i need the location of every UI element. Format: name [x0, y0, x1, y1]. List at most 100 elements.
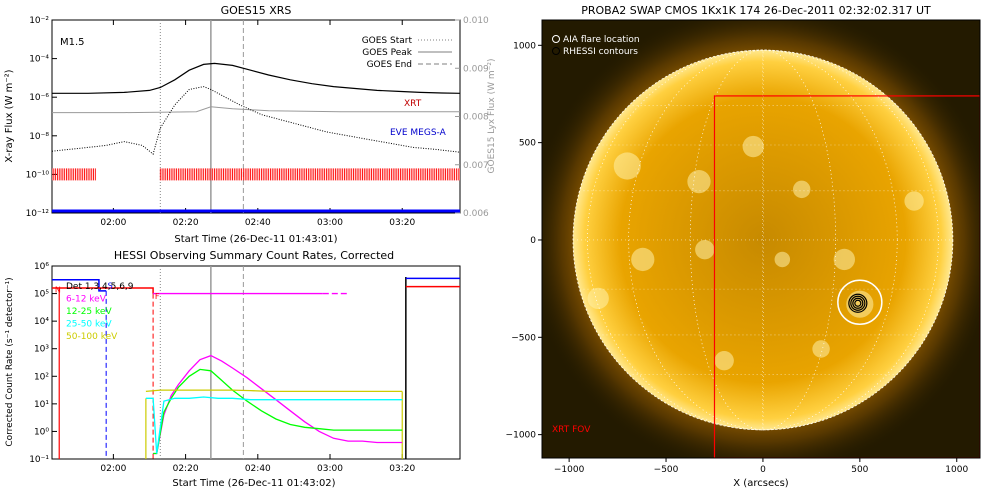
hessi-s-flag-label: S: [108, 281, 113, 290]
hessi-x-tick-label: 03:20: [389, 464, 415, 474]
lya-flux-line: [52, 106, 460, 114]
goes-legend-label: GOES Peak: [362, 48, 412, 58]
goes-y-tick-label: 10⁻²: [29, 16, 49, 26]
hessi-y-tick-label: 10²: [34, 372, 49, 382]
swap-x-tick-label: 500: [851, 465, 868, 475]
eve-flux-line: [52, 86, 460, 155]
goes-y-axis-label: X-ray Flux (W m⁻²): [4, 69, 15, 162]
aia-legend-swatch: [552, 35, 560, 43]
swap-x-tick-label: −1000: [554, 465, 585, 475]
goes-y-tick-label: 10⁻⁴: [29, 55, 49, 65]
hessi-y-tick-label: 10⁰: [34, 427, 49, 437]
goes-x-tick-label: 03:00: [317, 218, 343, 228]
goes-xrs-chart: GOES15 XRS 10⁻¹² 10⁻¹⁰ 10⁻⁸ 10⁻⁶ 10⁻⁴ 10⁻² 0.…: [4, 4, 497, 245]
swap-x-axis: −1000 −500 0 500 1000: [554, 458, 968, 475]
hessi-legend-label: 25-50 keV: [66, 320, 112, 330]
hessi-series-line: [145, 389, 403, 393]
swap-image-title: PROBA2 SWAP CMOS 1Kx1K 174 26-Dec-2011 0…: [581, 4, 931, 17]
swap-x-axis-label: X (arcsecs): [733, 478, 789, 489]
goes-flux-line: [52, 62, 460, 94]
hessi-y-tick-label: 10⁻¹: [29, 455, 49, 465]
hessi-y-tick-label: 10⁴: [34, 317, 49, 327]
hessi-x-tick-label: 02:00: [100, 464, 126, 474]
goes-legend-label: GOES End: [367, 60, 412, 70]
goes-x-axis: 02:00 02:20 02:40 03:00 03:20: [100, 20, 415, 228]
active-region-patch: [833, 248, 855, 271]
rhessi-contour-ring: [852, 297, 864, 309]
hessi-legend: Det 1,3,4,5,6,9 6-12 keV 12-25 keV 25-50 ke…: [66, 282, 134, 342]
hessi-legend-label: Det 1,3,4,5,6,9: [66, 282, 134, 292]
goes-y-tick-label: 10⁻⁶: [29, 93, 49, 103]
hessi-count-rate-chart: HESSI Observing Summary Count Rates, Cor…: [5, 249, 461, 489]
longitude-line: [587, 49, 939, 431]
goes-y2-tick-label: 0.010: [463, 16, 489, 26]
flare-class-label: M1.5: [60, 37, 85, 48]
rhessi-contour-ring: [848, 293, 868, 313]
goes-y-axis: 10⁻¹² 10⁻¹⁰ 10⁻⁸ 10⁻⁶ 10⁻⁴ 10⁻²: [26, 16, 57, 219]
active-region-patch: [904, 191, 924, 211]
hessi-chart-title: HESSI Observing Summary Count Rates, Cor…: [114, 249, 394, 262]
hessi-series-line: [153, 354, 403, 455]
hessi-event-markers: [159, 266, 244, 459]
hessi-series-line: [145, 396, 403, 454]
goes-y2-axis: 0.006 0.007 0.008 0.009 0.010: [455, 16, 489, 219]
hessi-y-tick-label: 10⁶: [34, 262, 49, 272]
active-region-patch: [742, 135, 764, 158]
longitude-line: [762, 49, 764, 431]
swap-x-tick-label: 0: [760, 465, 766, 475]
goes-y2-tick-label: 0.009: [463, 64, 489, 74]
hessi-y-axis: 10⁻¹ 10⁰ 10¹ 10² 10³ 10⁴ 10⁵ 10⁶: [29, 262, 57, 465]
active-region-patch: [812, 340, 830, 358]
longitude-line: [628, 49, 898, 431]
swap-legend: AIA flare location RHESSI contours: [552, 35, 640, 57]
hessi-plot-frame: [51, 265, 461, 460]
hessi-legend-label: 50-100 keV: [66, 332, 118, 342]
hessi-x-tick-label: 02:40: [245, 464, 271, 474]
xrt-fov-label: XRT FOV: [552, 425, 591, 435]
hessi-flag-blue-top: [52, 279, 107, 292]
goes-x-tick-label: 03:20: [389, 218, 415, 228]
goes-y2-tick-label: 0.006: [463, 209, 489, 219]
hessi-series-line: [153, 368, 403, 455]
swap-y-axis: 1000 500 0 −500 −1000: [506, 41, 542, 441]
hessi-x-axis: 02:00 02:20 02:40 03:00 03:20: [100, 454, 415, 474]
hessi-legend-label: 6-12 keV: [66, 295, 107, 305]
active-region-patch: [687, 169, 711, 194]
solar-limb: [572, 49, 954, 431]
hessi-x-axis-label: Start Time (26-Dec-11 01:43:02): [172, 478, 335, 489]
goes-y2-tick-label: 0.008: [463, 113, 489, 123]
goes-x-tick-label: 02:00: [100, 218, 126, 228]
swap-y-tick-label: 500: [519, 139, 536, 149]
goes-legend-label: GOES Start: [362, 36, 413, 46]
goes-chart-title: GOES15 XRS: [221, 4, 292, 17]
xrt-coverage-bars: [52, 168, 460, 181]
goes-legend: GOES Start GOES Peak GOES End: [362, 36, 452, 70]
active-region-patch: [587, 287, 609, 310]
goes-x-tick-label: 02:40: [245, 218, 271, 228]
active-region-patch: [631, 247, 655, 272]
goes-y2-axis-label: GOES15 Lyx Flux (W m⁻²): [487, 59, 497, 174]
goes-y-tick-label: 10⁻¹²: [26, 209, 50, 219]
swap-x-tick-label: 1000: [945, 465, 968, 475]
hessi-f-flag-label: F: [155, 292, 160, 301]
goes-event-markers: [159, 20, 244, 213]
rhessi-legend-swatch: [552, 47, 560, 55]
hessi-y-tick-label: 10³: [34, 345, 49, 355]
active-region-patch: [714, 350, 734, 371]
hessi-legend-label: 12-25 keV: [66, 307, 112, 317]
goes-y2-tick-label: 0.007: [463, 161, 489, 171]
swap-y-tick-label: 1000: [513, 41, 536, 51]
goes-x-axis-label: Start Time (26-Dec-11 01:43:01): [174, 234, 337, 245]
hessi-y-tick-label: 10¹: [34, 400, 49, 410]
rhessi-contour-ring: [850, 295, 866, 311]
swap-x-tick-label: −500: [654, 465, 679, 475]
heliographic-grid: [573, 49, 953, 431]
swap-y-tick-label: 0: [530, 236, 536, 246]
hessi-series-lines: [145, 354, 403, 455]
swap-solar-image: PROBA2 SWAP CMOS 1Kx1K 174 26-Dec-2011 0…: [506, 4, 981, 489]
hessi-flag-red-top: [52, 287, 154, 294]
rhessi-contours: [848, 293, 868, 313]
swap-y-tick-label: −500: [511, 333, 536, 343]
hessi-y-axis-label: Corrected Count Rate (s⁻¹ detector⁻¹): [5, 277, 15, 446]
